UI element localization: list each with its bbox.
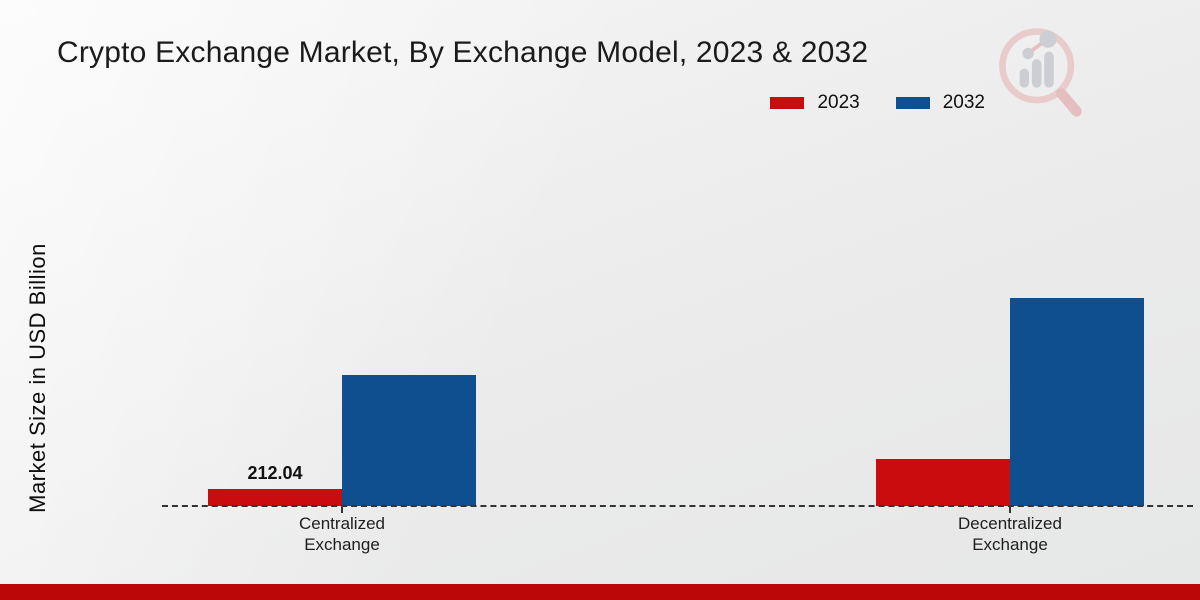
- legend-swatch-2023: [770, 97, 805, 109]
- bar-value-label-2023-centralized-exchange: 212.04: [247, 463, 303, 483]
- chart-title: Crypto Exchange Market, By Exchange Mode…: [57, 36, 869, 69]
- brand-logo: [992, 24, 1087, 119]
- legend-item-2023: 2023: [770, 92, 860, 114]
- magnifier-chart-icon: [999, 28, 1082, 117]
- x-axis-line: [162, 505, 1193, 507]
- x-axis-tick-centralized-exchange: [341, 507, 343, 513]
- bar-2023-decentralized-exchange: [876, 458, 1010, 506]
- legend-swatch-2032: [895, 97, 930, 109]
- legend: 2023 2032: [770, 92, 985, 114]
- footer-accent-bar: [0, 584, 1200, 600]
- x-axis-tick-decentralized-exchange: [1009, 507, 1011, 513]
- category-label-decentralized-exchange: Decentralized Exchange: [958, 514, 1062, 554]
- bar-2032-decentralized-exchange: [1010, 298, 1144, 506]
- legend-item-2032: 2032: [895, 92, 985, 114]
- legend-label-2023: 2023: [817, 92, 860, 113]
- legend-label-2032: 2032: [942, 92, 985, 113]
- category-label-centralized-exchange: Centralized Exchange: [299, 514, 385, 554]
- bar-2032-centralized-exchange: [342, 375, 476, 506]
- bar-2023-centralized-exchange: [208, 489, 342, 506]
